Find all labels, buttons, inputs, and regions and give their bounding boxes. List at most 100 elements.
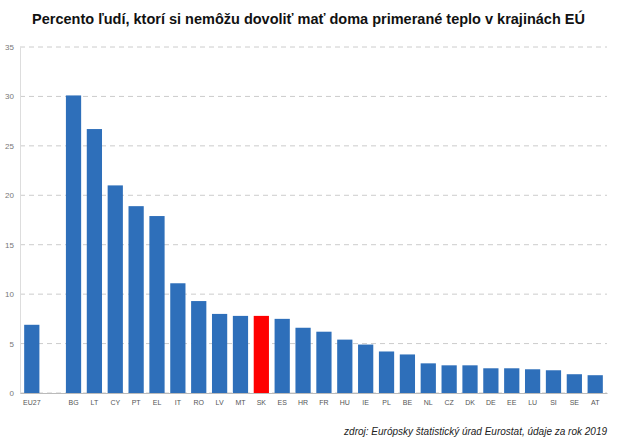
bar [233,316,248,393]
grid [20,47,607,393]
bars [24,95,603,393]
y-tick-label: 20 [5,191,14,200]
bar [191,301,206,393]
bar [66,95,81,393]
bar [170,283,185,393]
bar [483,368,498,393]
x-tick: EU27 [23,393,41,406]
y-tick: 35 [5,43,20,52]
x-tick: CY [110,393,120,406]
x-tick-label: LU [528,399,537,406]
y-tick: 20 [5,191,20,200]
x-tick: BG [68,393,78,406]
y-tick: 25 [5,142,20,151]
x-tick-label: RO [193,399,204,406]
x-tick: EL [153,393,162,406]
y-tick: 10 [5,290,20,299]
x-tick-label: HU [340,399,350,406]
y-tick-label: 35 [5,43,14,52]
y-tick-label: 5 [10,340,15,349]
x-tick-label: FR [319,399,328,406]
y-tick-label: 15 [5,241,14,250]
bar [87,129,102,393]
bar [442,365,457,393]
x-tick: DK [465,393,475,406]
y-tick: 15 [5,241,20,250]
bar [567,374,582,393]
x-tick-label: BE [403,399,413,406]
x-axis: EU27BGLTCYPTELITROLVMTSKESHRFRHUIEPLBENL… [21,393,608,406]
x-tick: EE [507,393,517,406]
x-tick: PL [382,393,391,406]
x-tick: MT [235,393,246,406]
x-tick-label: CZ [444,399,454,406]
x-tick: CZ [444,393,454,406]
y-tick: 5 [10,340,20,349]
x-tick-label: IT [175,399,182,406]
x-tick-label: LT [91,399,99,406]
y-tick-label: 0 [10,389,15,398]
bar [254,316,269,393]
x-tick-label: DE [486,399,496,406]
y-axis: 0 5 10 15 20 25 30 35 [5,43,20,398]
x-tick-label: SI [550,399,557,406]
bar [358,345,373,393]
x-tick: LT [91,393,99,406]
y-tick-label: 25 [5,142,14,151]
title: Percento ľudí, ktorí si nemôžu dovoliť m… [32,10,585,27]
x-axis-line [21,393,608,394]
x-tick: DE [486,393,496,406]
bar [149,216,164,393]
x-tick: IE [362,393,369,406]
x-tick-label: IE [362,399,369,406]
x-tick-label: EE [507,399,517,406]
bar [525,369,540,393]
x-tick: ES [278,393,288,406]
x-tick-label: AT [591,399,600,406]
x-tick-label: HR [298,399,308,406]
x-tick-label: MT [235,399,246,406]
bar [504,368,519,393]
x-tick-label: SE [570,399,580,406]
bar [129,206,144,393]
x-tick: BE [403,393,413,406]
x-tick: SI [550,393,557,406]
bar [316,332,331,393]
grid-line [20,145,607,146]
bar [212,314,227,393]
x-tick: HU [340,393,350,406]
x-tick-label: EU27 [23,399,41,406]
x-tick: AT [591,393,600,406]
x-tick: LV [216,393,224,406]
y-tick-label: 30 [5,92,14,101]
bar [108,185,123,393]
x-tick-label: PL [382,399,391,406]
y-axis-line [20,48,21,394]
x-tick: IT [175,393,182,406]
bar [546,370,561,393]
x-tick-label: EL [153,399,162,406]
x-tick-label: NL [424,399,433,406]
y-tick: 0 [10,389,20,398]
x-tick: RO [193,393,204,406]
x-tick: SE [570,393,580,406]
grid-line [20,47,607,48]
plot: 05101520253035EU27BGLTCYPTELITROLVMTSKES… [5,43,607,406]
bar [24,325,39,393]
bar [275,319,290,393]
x-tick-label: LV [216,399,224,406]
bar [295,328,310,393]
x-tick-label: ES [278,399,288,406]
x-tick: PT [132,393,142,406]
x-tick: NL [424,393,433,406]
bar [462,365,477,393]
bar [379,351,394,393]
x-tick-label: PT [132,399,142,406]
x-tick: HR [298,393,308,406]
x-tick-label: BG [68,399,78,406]
bar [588,375,603,393]
y-tick: 30 [5,92,20,101]
bar [337,340,352,393]
x-tick: FR [319,393,328,406]
x-tick-label: CY [110,399,120,406]
